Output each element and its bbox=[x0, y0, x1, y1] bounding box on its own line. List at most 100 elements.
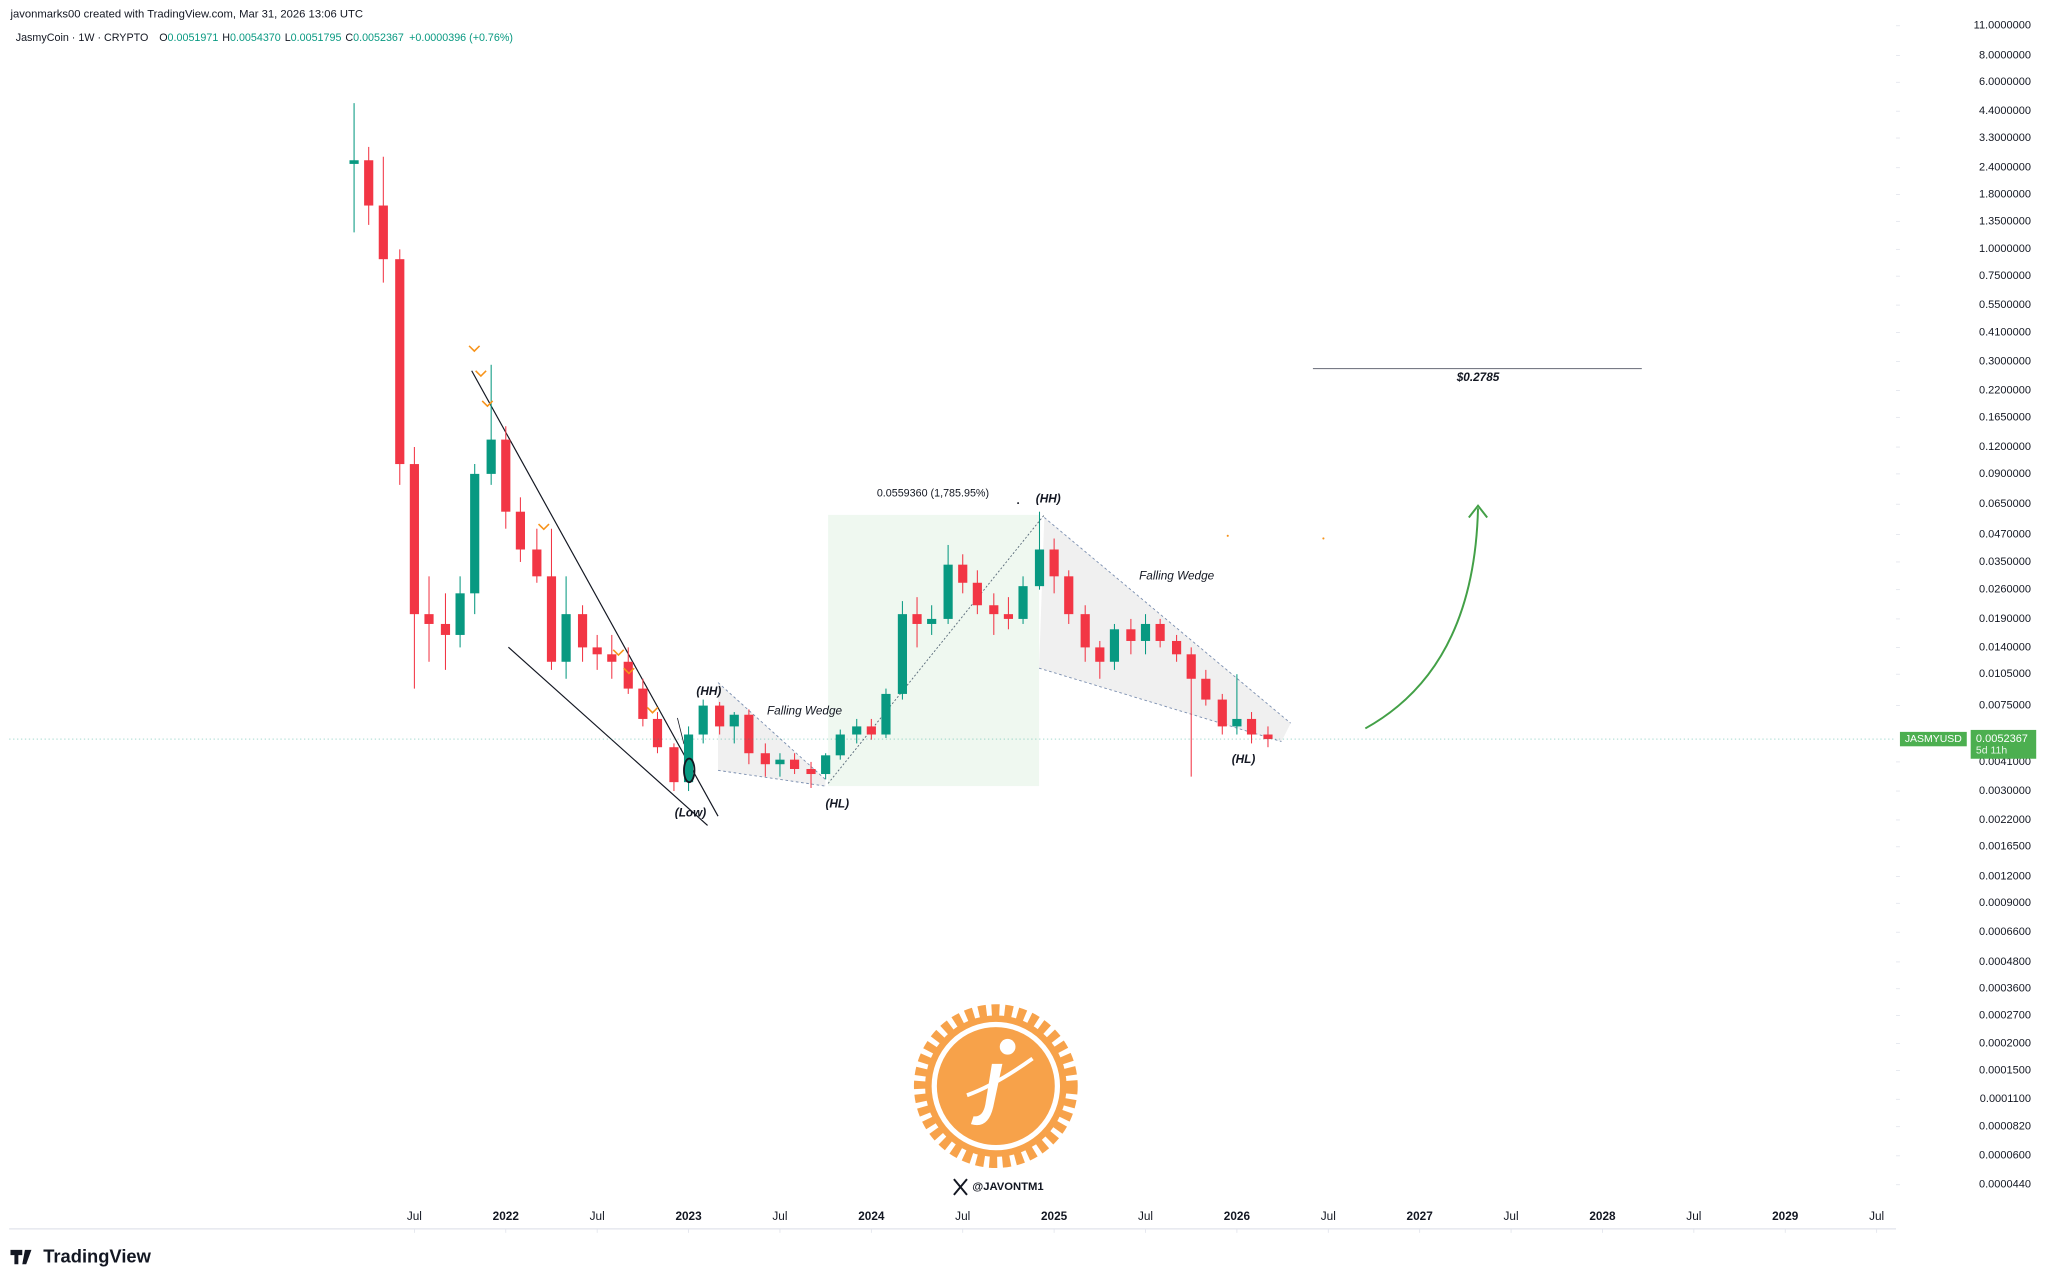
y-tick-label: 0.4100000 bbox=[1979, 326, 2031, 338]
y-tick-label: 0.0000820 bbox=[1979, 1121, 2031, 1133]
candle-body bbox=[1095, 647, 1105, 662]
candle-body bbox=[378, 205, 388, 260]
dot bbox=[1017, 502, 1020, 505]
countdown: 5d 11h bbox=[1976, 746, 2007, 757]
ohlc-value: 0.0051795 bbox=[291, 32, 342, 44]
candle-body bbox=[1155, 623, 1165, 641]
y-tick-label: 0.0000440 bbox=[1979, 1179, 2031, 1191]
candle-body bbox=[364, 160, 374, 206]
y-tick-label: 0.7500000 bbox=[1979, 270, 2031, 282]
y-tick-label: 0.5500000 bbox=[1979, 299, 2031, 311]
candle-body bbox=[652, 718, 663, 748]
title: JasmyCoin · 1W · CRYPTO bbox=[16, 32, 149, 44]
trendline bbox=[508, 646, 708, 826]
annotation: Falling Wedge bbox=[1139, 570, 1215, 583]
candle-body bbox=[424, 614, 434, 624]
x-tick-label: 2028 bbox=[1589, 1210, 1616, 1223]
candle-body bbox=[775, 759, 785, 765]
annotation: (HL) bbox=[1232, 753, 1256, 766]
candle-body bbox=[546, 576, 557, 662]
y-tick-label: 4.4000000 bbox=[1979, 105, 2031, 117]
y-tick-label: 11.0000000 bbox=[1974, 20, 2031, 32]
candle-body bbox=[1126, 629, 1136, 641]
x-tick-label: 2027 bbox=[1407, 1210, 1434, 1223]
candle-body bbox=[715, 705, 725, 727]
dot bbox=[1322, 537, 1325, 540]
credit: javonmarks00 created with TradingView.co… bbox=[9, 8, 362, 20]
annotation: (HL) bbox=[826, 798, 850, 811]
watermark: @JAVONTM1 bbox=[972, 1181, 1043, 1193]
wedge-line bbox=[1044, 517, 1291, 724]
x-tick-label: Jul bbox=[407, 1210, 422, 1223]
symbol-tag bbox=[1899, 731, 1967, 747]
candle-body bbox=[1140, 623, 1151, 641]
y-tick-label: 0.3000000 bbox=[1979, 356, 2031, 368]
y-tick-label: 1.3500000 bbox=[1979, 215, 2031, 227]
wedge-line bbox=[1038, 667, 1282, 742]
candle-body bbox=[607, 654, 617, 662]
candle-body bbox=[744, 714, 754, 754]
x-tick-label: Jul bbox=[1869, 1210, 1884, 1223]
target-label: $0.2785 bbox=[1456, 371, 1500, 384]
ohlc-value: 0.0051971 bbox=[168, 32, 219, 44]
measure-box bbox=[828, 514, 1040, 787]
y-tick-label: 0.1200000 bbox=[1979, 441, 2031, 453]
y-tick-label: 6.0000000 bbox=[1979, 76, 2031, 88]
symbol-label: JASMYUSD bbox=[1905, 734, 1962, 745]
y-tick-label: 0.0041000 bbox=[1979, 756, 2031, 768]
ohlc-key: O bbox=[159, 32, 167, 44]
pointer bbox=[677, 717, 685, 745]
y-tick-label: 0.0001500 bbox=[1979, 1064, 2031, 1076]
candle-body bbox=[989, 605, 999, 615]
candle-body bbox=[577, 614, 588, 648]
candle-body bbox=[501, 439, 511, 512]
y-tick-label: 0.0001100 bbox=[1980, 1093, 2031, 1105]
y-tick-label: 0.0030000 bbox=[1979, 785, 2031, 797]
candle-body bbox=[561, 614, 571, 662]
candle-body bbox=[852, 726, 862, 735]
y-tick-label: 0.0650000 bbox=[1979, 498, 2031, 510]
candle-body bbox=[638, 688, 648, 719]
ohlc-key: C bbox=[345, 32, 353, 44]
measure-line bbox=[827, 514, 1045, 784]
logo bbox=[913, 1004, 1078, 1168]
candle-body bbox=[1246, 718, 1257, 735]
symbol-header: JasmyCoin · 1W · CRYPTO O0.0051971 H0.005… bbox=[16, 32, 513, 44]
arrow-head bbox=[1468, 504, 1488, 519]
trendline bbox=[471, 370, 719, 817]
candle-body bbox=[623, 661, 633, 689]
x-tick-label: 2024 bbox=[858, 1210, 885, 1223]
candle-body bbox=[486, 439, 496, 474]
candle-body bbox=[1217, 699, 1227, 727]
y-tick-label: 0.0190000 bbox=[1979, 613, 2031, 625]
candle-body bbox=[958, 564, 968, 583]
candle-body bbox=[515, 511, 525, 550]
y-tick-label: 2.4000000 bbox=[1979, 162, 2031, 174]
candle-body bbox=[821, 755, 831, 775]
x-tick-label: Jul bbox=[1138, 1210, 1153, 1223]
y-tick-label: 0.0260000 bbox=[1979, 584, 2031, 596]
dot bbox=[1226, 534, 1229, 537]
candle-body bbox=[1109, 629, 1120, 662]
candle-body bbox=[349, 160, 359, 164]
y-tick-label: 0.0075000 bbox=[1979, 700, 2031, 712]
circle-marker bbox=[683, 757, 696, 784]
candle-body bbox=[1201, 678, 1211, 700]
candle-body bbox=[972, 582, 982, 606]
y-tick-label: 0.0009000 bbox=[1979, 897, 2031, 909]
candle-body bbox=[835, 734, 845, 756]
y-tick-label: 0.0002700 bbox=[1979, 1009, 2031, 1021]
ohlc-key: L bbox=[285, 32, 291, 44]
candle-body bbox=[1232, 718, 1242, 727]
candle-body bbox=[1064, 576, 1074, 615]
wedge-line bbox=[717, 769, 826, 787]
y-tick-label: 0.0900000 bbox=[1979, 468, 2031, 480]
y-tick-label: 0.0003600 bbox=[1979, 983, 2031, 995]
annotation: Falling Wedge bbox=[767, 705, 843, 718]
candle-body bbox=[409, 464, 419, 615]
price-label: 0.0052367 bbox=[1976, 733, 2028, 745]
candle-body bbox=[729, 714, 739, 727]
y-tick-label: 0.0000600 bbox=[1979, 1150, 2031, 1162]
y-tick-label: 0.0004800 bbox=[1979, 956, 2031, 968]
